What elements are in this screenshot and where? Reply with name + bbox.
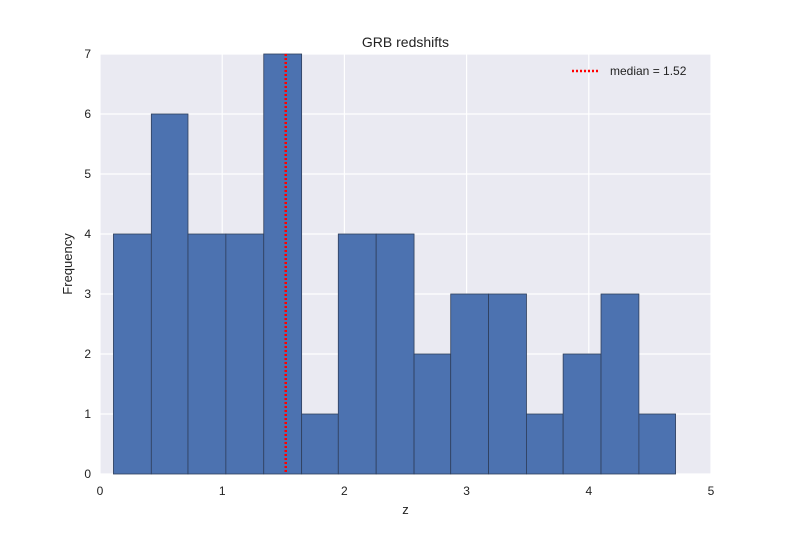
- histogram-bar: [225, 233, 265, 475]
- histogram-bar: [113, 233, 152, 475]
- y-tick-label: 3: [84, 287, 91, 301]
- x-tick-labels: 0 1 2 3 4 5: [97, 484, 715, 498]
- x-tick-label: 4: [585, 484, 592, 498]
- y-tick-label: 6: [84, 107, 91, 121]
- histogram-bar: [562, 353, 602, 475]
- y-tick-label: 7: [84, 47, 91, 61]
- y-axis-label: Frequency: [60, 233, 75, 295]
- histogram-bar: [600, 293, 640, 475]
- histogram-bar: [337, 233, 377, 475]
- histogram-bar: [263, 53, 303, 475]
- x-tick-label: 5: [708, 484, 715, 498]
- histogram-bar: [526, 413, 564, 475]
- y-tick-label: 2: [84, 347, 91, 361]
- histogram-bar: [413, 353, 452, 475]
- histogram-bar: [488, 293, 527, 475]
- histogram-bar: [375, 233, 415, 475]
- legend-median-label: median = 1.52: [610, 64, 687, 78]
- legend: median = 1.52: [572, 64, 687, 78]
- y-tick-label: 1: [84, 407, 91, 421]
- x-tick-label: 1: [219, 484, 226, 498]
- y-tick-label: 5: [84, 167, 91, 181]
- histogram-bar: [150, 113, 189, 475]
- y-tick-labels: 0 1 2 3 4 5 6 7: [84, 47, 91, 481]
- x-tick-label: 2: [341, 484, 348, 498]
- histogram-bar: [301, 413, 339, 475]
- x-axis-label: z: [402, 502, 409, 517]
- x-tick-label: 3: [463, 484, 470, 498]
- histogram-bar: [187, 233, 227, 475]
- chart-title: GRB redshifts: [362, 34, 449, 50]
- y-tick-label: 0: [84, 467, 91, 481]
- histogram-bars: [113, 53, 676, 475]
- y-tick-label: 4: [84, 227, 91, 241]
- histogram-bar: [450, 293, 489, 475]
- histogram-bar: [638, 413, 676, 475]
- x-tick-label: 0: [97, 484, 104, 498]
